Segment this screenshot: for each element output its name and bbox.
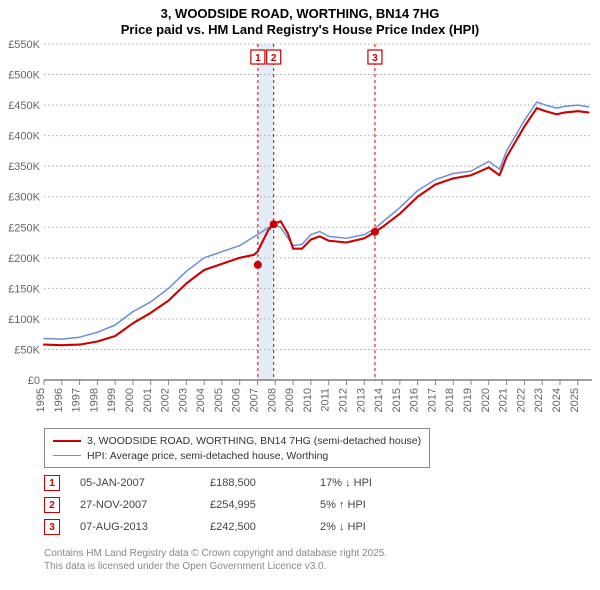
sales-table-delta: 2% ↓ HPI <box>320 521 420 533</box>
x-tick-label: 2010 <box>302 388 314 412</box>
sales-table-delta: 17% ↓ HPI <box>320 477 420 489</box>
legend-swatch <box>53 455 81 456</box>
x-tick-label: 2003 <box>177 388 189 412</box>
x-tick-label: 2001 <box>142 388 154 412</box>
x-tick-label: 2008 <box>266 388 278 412</box>
x-tick-label: 2019 <box>462 388 474 412</box>
chart-plot: £0 £50K £100K £150K £200K £250K £300K £350K £400… <box>0 0 600 428</box>
x-tick-label: 2025 <box>569 388 581 412</box>
y-tick-label: £350K <box>8 161 40 173</box>
y-tick-label: £550K <box>8 39 40 51</box>
x-tick-label: 1998 <box>88 388 100 412</box>
sale-marker-dot <box>371 228 379 236</box>
x-tick-label: 2013 <box>355 388 367 412</box>
sales-table-row: 2 27-NOV-2007£254,9955% ↑ HPI <box>44 494 420 516</box>
sales-table-marker: 1 <box>44 475 60 491</box>
x-tick-label: 2000 <box>124 388 136 412</box>
x-tick-label: 2016 <box>409 388 421 412</box>
sale-marker-dot <box>254 261 262 269</box>
y-tick-label: £300K <box>8 192 40 204</box>
y-tick-label: £250K <box>8 222 40 234</box>
y-tick-label: £100K <box>8 314 40 326</box>
legend-label: HPI: Average price, semi-detached house,… <box>87 450 328 462</box>
sales-table-price: £188,500 <box>210 477 320 489</box>
sales-table-row: 3 07-AUG-2013£242,5002% ↓ HPI <box>44 516 420 538</box>
y-tick-label: £500K <box>8 70 40 82</box>
sales-table-date: 07-AUG-2013 <box>80 521 210 533</box>
sale-marker-number: 1 <box>255 53 261 64</box>
x-tick-label: 2009 <box>284 388 296 412</box>
x-tick-label: 2022 <box>515 388 527 412</box>
x-tick-label: 2024 <box>551 388 563 412</box>
sales-table-row: 1 05-JAN-2007£188,50017% ↓ HPI <box>44 472 420 494</box>
legend-swatch <box>53 440 81 442</box>
legend-row: 3, WOODSIDE ROAD, WORTHING, BN14 7HG (se… <box>53 433 421 448</box>
sales-table: 1 05-JAN-2007£188,50017% ↓ HPI 2 27-NOV-200… <box>44 472 420 538</box>
x-tick-label: 2007 <box>249 388 261 412</box>
x-tick-label: 2014 <box>373 388 385 412</box>
x-tick-label: 2002 <box>160 388 172 412</box>
legend: 3, WOODSIDE ROAD, WORTHING, BN14 7HG (se… <box>44 428 430 468</box>
sales-table-price: £254,995 <box>210 499 320 511</box>
highlight-band <box>258 44 274 380</box>
x-tick-label: 1995 <box>35 388 47 412</box>
y-tick-label: £450K <box>8 100 40 112</box>
footer-attribution: Contains HM Land Registry data © Crown c… <box>44 548 387 573</box>
sale-marker-dot <box>270 220 278 228</box>
footer-line2: This data is licensed under the Open Gov… <box>44 561 387 574</box>
x-tick-label: 2015 <box>391 388 403 412</box>
x-tick-label: 2004 <box>195 388 207 412</box>
sales-table-date: 05-JAN-2007 <box>80 477 210 489</box>
x-tick-label: 2020 <box>480 388 492 412</box>
legend-label: 3, WOODSIDE ROAD, WORTHING, BN14 7HG (se… <box>87 435 421 447</box>
x-tick-label: 2023 <box>533 388 545 412</box>
series-hpi <box>44 102 588 339</box>
x-tick-label: 2018 <box>444 388 456 412</box>
sale-marker-number: 3 <box>372 53 378 64</box>
chart-root: 3, WOODSIDE ROAD, WORTHING, BN14 7HG Pri… <box>0 0 600 590</box>
x-tick-label: 2017 <box>426 388 438 412</box>
y-tick-label: £200K <box>8 253 40 265</box>
x-tick-label: 2011 <box>320 388 332 412</box>
x-tick-label: 2012 <box>337 388 349 412</box>
series-price_paid <box>44 108 588 345</box>
y-tick-label: £0 <box>28 375 40 387</box>
x-tick-label: 1999 <box>106 388 118 412</box>
legend-row: HPI: Average price, semi-detached house,… <box>53 448 421 463</box>
sales-table-marker: 2 <box>44 497 60 513</box>
x-tick-label: 2005 <box>213 388 225 412</box>
sale-marker-number: 2 <box>271 53 277 64</box>
y-tick-label: £150K <box>8 283 40 295</box>
sales-table-date: 27-NOV-2007 <box>80 499 210 511</box>
sales-table-marker: 3 <box>44 519 60 535</box>
y-tick-label: £50K <box>14 344 40 356</box>
sales-table-price: £242,500 <box>210 521 320 533</box>
y-tick-label: £400K <box>8 131 40 143</box>
sales-table-delta: 5% ↑ HPI <box>320 499 420 511</box>
x-tick-label: 1996 <box>53 388 65 412</box>
x-tick-label: 2021 <box>498 388 510 412</box>
x-tick-label: 2006 <box>231 388 243 412</box>
x-tick-label: 1997 <box>71 388 83 412</box>
footer-line1: Contains HM Land Registry data © Crown c… <box>44 548 387 561</box>
